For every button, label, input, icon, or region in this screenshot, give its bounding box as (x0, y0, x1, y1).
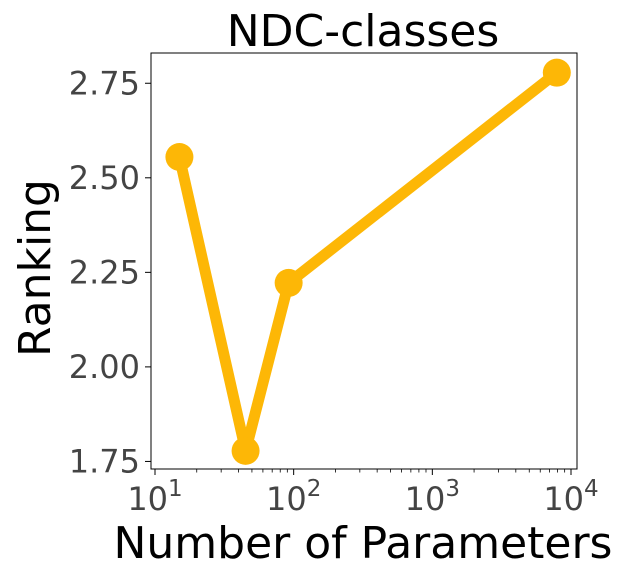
x-tick-label: 101 (127, 476, 182, 518)
x-tick-base: 10 (127, 480, 168, 518)
chart-title: NDC-classes (227, 6, 500, 57)
data-point (542, 58, 571, 87)
x-tick-exponent: 1 (168, 476, 183, 502)
data-point (165, 143, 194, 171)
x-tick-label: 103 (405, 476, 460, 518)
x-tick-base: 10 (543, 480, 584, 518)
y-tick-label: 2.00 (69, 348, 140, 386)
y-tick-label: 1.75 (69, 442, 140, 480)
y-tick-label: 2.75 (69, 64, 140, 102)
x-tick-label: 104 (543, 476, 598, 518)
x-tick-base: 10 (405, 480, 446, 518)
x-tick-exponent: 2 (307, 476, 322, 502)
y-tick-label: 2.25 (69, 253, 140, 291)
x-tick-exponent: 4 (584, 476, 599, 502)
data-point (231, 436, 260, 465)
plot-frame (150, 52, 578, 470)
x-axis-label: Number of Parameters (114, 518, 613, 569)
data-point (274, 268, 303, 297)
series-line-0 (173, 67, 563, 457)
x-tick-label: 102 (266, 476, 321, 518)
x-tick-base: 10 (266, 480, 307, 518)
y-tick-label: 2.50 (69, 159, 140, 197)
x-tick-exponent: 3 (445, 476, 460, 502)
y-axis-label: Ranking (10, 179, 61, 357)
